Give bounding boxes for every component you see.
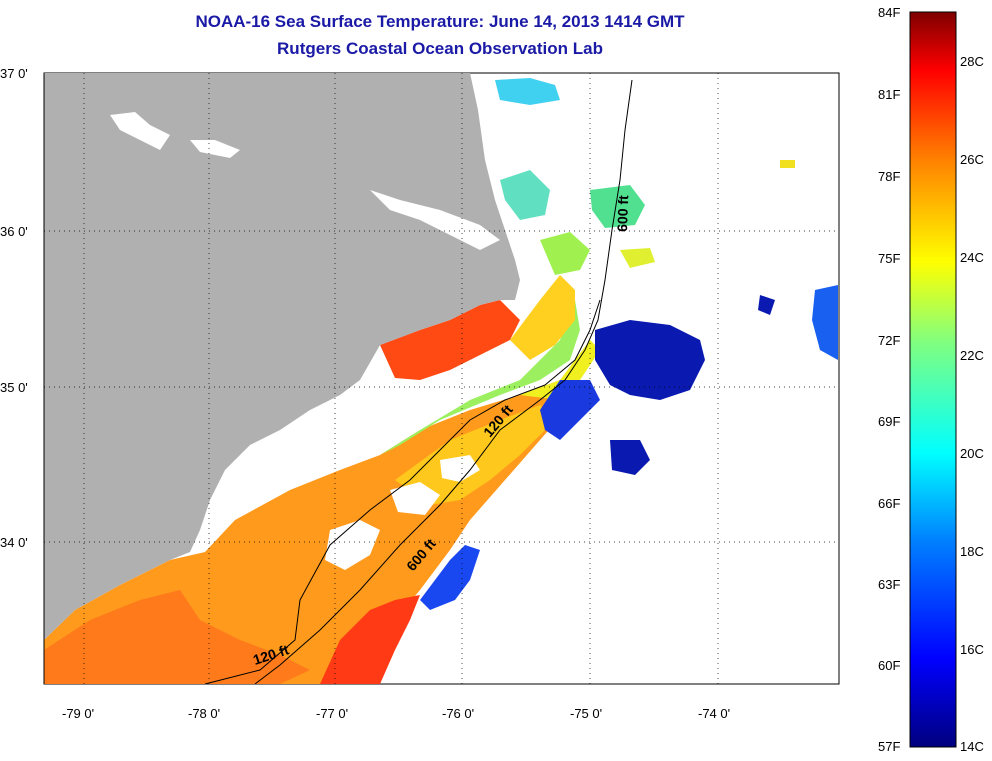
cb-c-16: 16C <box>960 642 984 657</box>
longitude-labels: -79 0' -78 0' -77 0' -76 0' -75 0' -74 0… <box>62 706 730 721</box>
lon-label-78: -78 0' <box>188 706 220 721</box>
cb-f-69: 69F <box>878 414 900 429</box>
map-subtitle: Rutgers Coastal Ocean Observation Lab <box>277 39 603 58</box>
cb-c-20: 20C <box>960 446 984 461</box>
lon-label-77: -77 0' <box>316 706 348 721</box>
cb-f-63: 63F <box>878 577 900 592</box>
graticule <box>44 73 839 684</box>
cb-c-22: 22C <box>960 348 984 363</box>
lat-label-37: 37 0' <box>0 66 28 81</box>
colorbar <box>909 11 957 748</box>
map-title: NOAA-16 Sea Surface Temperature: June 14… <box>195 12 685 31</box>
sst-data-layer <box>44 78 838 684</box>
cb-c-28: 28C <box>960 54 984 69</box>
cb-f-84: 84F <box>878 5 900 20</box>
colorbar-fahrenheit-labels: 84F 81F 78F 75F 72F 69F 66F 63F 60F 57F <box>878 5 900 754</box>
lon-label-76: -76 0' <box>442 706 474 721</box>
cb-f-66: 66F <box>878 496 900 511</box>
lon-label-74: -74 0' <box>698 706 730 721</box>
cb-c-14: 14C <box>960 739 984 754</box>
cb-c-26: 26C <box>960 152 984 167</box>
lon-label-79: -79 0' <box>62 706 94 721</box>
depth-contours <box>204 79 633 685</box>
lon-label-75: -75 0' <box>570 706 602 721</box>
cb-c-18: 18C <box>960 544 984 559</box>
cb-f-72: 72F <box>878 333 900 348</box>
cb-f-60: 60F <box>878 658 900 673</box>
cb-f-78: 78F <box>878 169 900 184</box>
inland-water <box>110 112 170 150</box>
cb-f-81: 81F <box>878 87 900 102</box>
lat-label-36: 36 0' <box>0 224 28 239</box>
land-mass <box>44 73 520 640</box>
colorbar-celsius-labels: 28C 26C 24C 22C 20C 18C 16C 14C <box>960 54 984 754</box>
contour-label-600ft-north: 600 ft <box>614 195 631 232</box>
cb-f-57: 57F <box>878 739 900 754</box>
latitude-labels: 37 0' 36 0' 35 0' 34 0' <box>0 66 28 550</box>
cb-f-75: 75F <box>878 251 900 266</box>
lat-label-35: 35 0' <box>0 380 28 395</box>
cb-c-24: 24C <box>960 250 984 265</box>
lat-label-34: 34 0' <box>0 535 28 550</box>
